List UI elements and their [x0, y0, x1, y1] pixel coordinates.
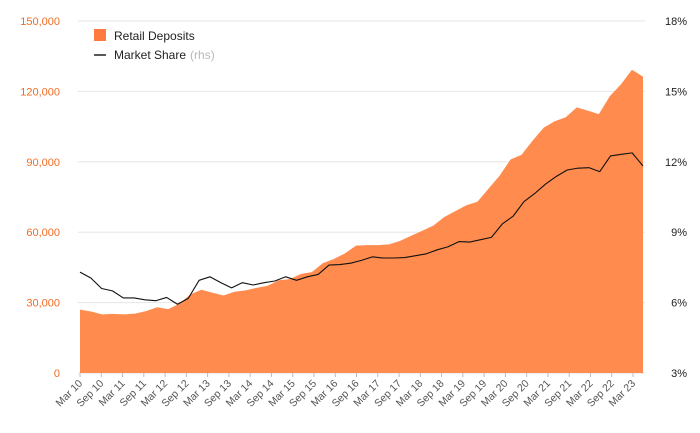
- market-share-line: [79, 152, 644, 305]
- legend-share-text: Market Share: [114, 48, 186, 62]
- right-axis-tick-label: 3%: [671, 368, 687, 380]
- legend-deposits-swatch: [94, 29, 106, 41]
- left-axis-tick-label: 30,000: [26, 298, 60, 310]
- legend: Retail Deposits Market Share (rhs): [94, 29, 215, 62]
- legend-deposits-label: Retail Deposits: [114, 29, 195, 43]
- left-axis-tick-label: 60,000: [26, 227, 60, 239]
- right-axis-ticks: 3% 6% 9% 12% 15% 18%: [665, 16, 687, 380]
- legend-share-suffix: (rhs): [190, 48, 215, 62]
- left-axis-tick-label: 120,000: [20, 86, 60, 98]
- right-axis-tick-label: 18%: [665, 16, 687, 28]
- market-share-line-layer: [79, 152, 644, 305]
- right-axis-tick-label: 9%: [671, 227, 687, 239]
- legend-share-label: Market Share (rhs): [114, 48, 215, 62]
- left-axis-ticks: 0 30,000 60,000 90,000 120,000 150,000: [20, 16, 60, 380]
- left-axis-tick-label: 150,000: [20, 16, 60, 28]
- retail-deposits-area: [80, 69, 643, 373]
- right-axis-tick-label: 15%: [665, 86, 687, 98]
- left-axis-tick-label: 90,000: [26, 157, 60, 169]
- left-axis-tick-label: 0: [54, 368, 60, 380]
- right-axis-tick-label: 12%: [665, 157, 687, 169]
- right-axis-tick-label: 6%: [671, 298, 687, 310]
- deposits-area-layer: [80, 69, 643, 373]
